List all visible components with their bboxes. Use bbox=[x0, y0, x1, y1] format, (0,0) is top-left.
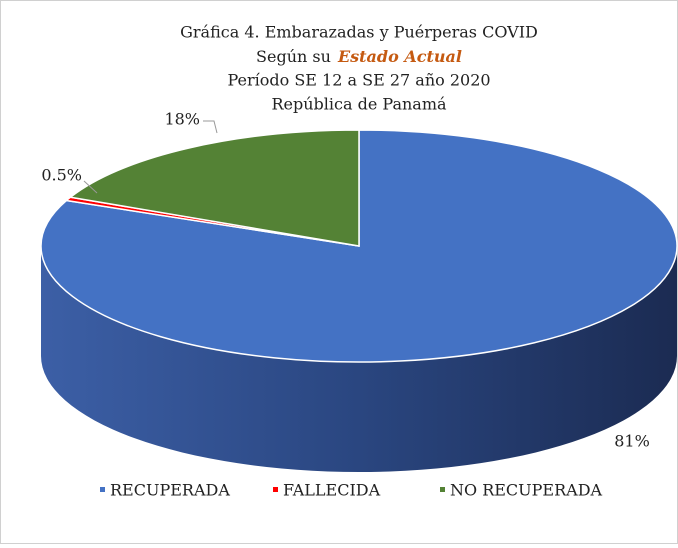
legend-swatch bbox=[273, 487, 278, 492]
chart-period: Período SE 12 a SE 27 año 2020 bbox=[227, 71, 490, 90]
legend-label: NO RECUPERADA bbox=[450, 481, 603, 500]
chart-subtitle: Según su Estado Actual bbox=[256, 47, 462, 66]
data-label: 81% bbox=[614, 432, 650, 451]
legend-label: FALLECIDA bbox=[283, 481, 381, 500]
chart-title: Gráfica 4. Embarazadas y Puérperas COVID bbox=[180, 23, 538, 42]
subtitle-prefix: Según su bbox=[256, 47, 331, 66]
slice-side bbox=[41, 246, 677, 472]
leader-line bbox=[83, 180, 98, 194]
data-label: 18% bbox=[164, 110, 200, 129]
slice bbox=[68, 129, 360, 247]
legend-label: RECUPERADA bbox=[110, 481, 230, 500]
leader-line bbox=[203, 120, 218, 134]
legend-swatch bbox=[440, 487, 445, 492]
subtitle-emphasis: Estado Actual bbox=[337, 47, 462, 66]
data-label: 0.5% bbox=[41, 166, 82, 185]
legend-swatch bbox=[100, 487, 105, 492]
chart-country: República de Panamá bbox=[271, 95, 447, 114]
